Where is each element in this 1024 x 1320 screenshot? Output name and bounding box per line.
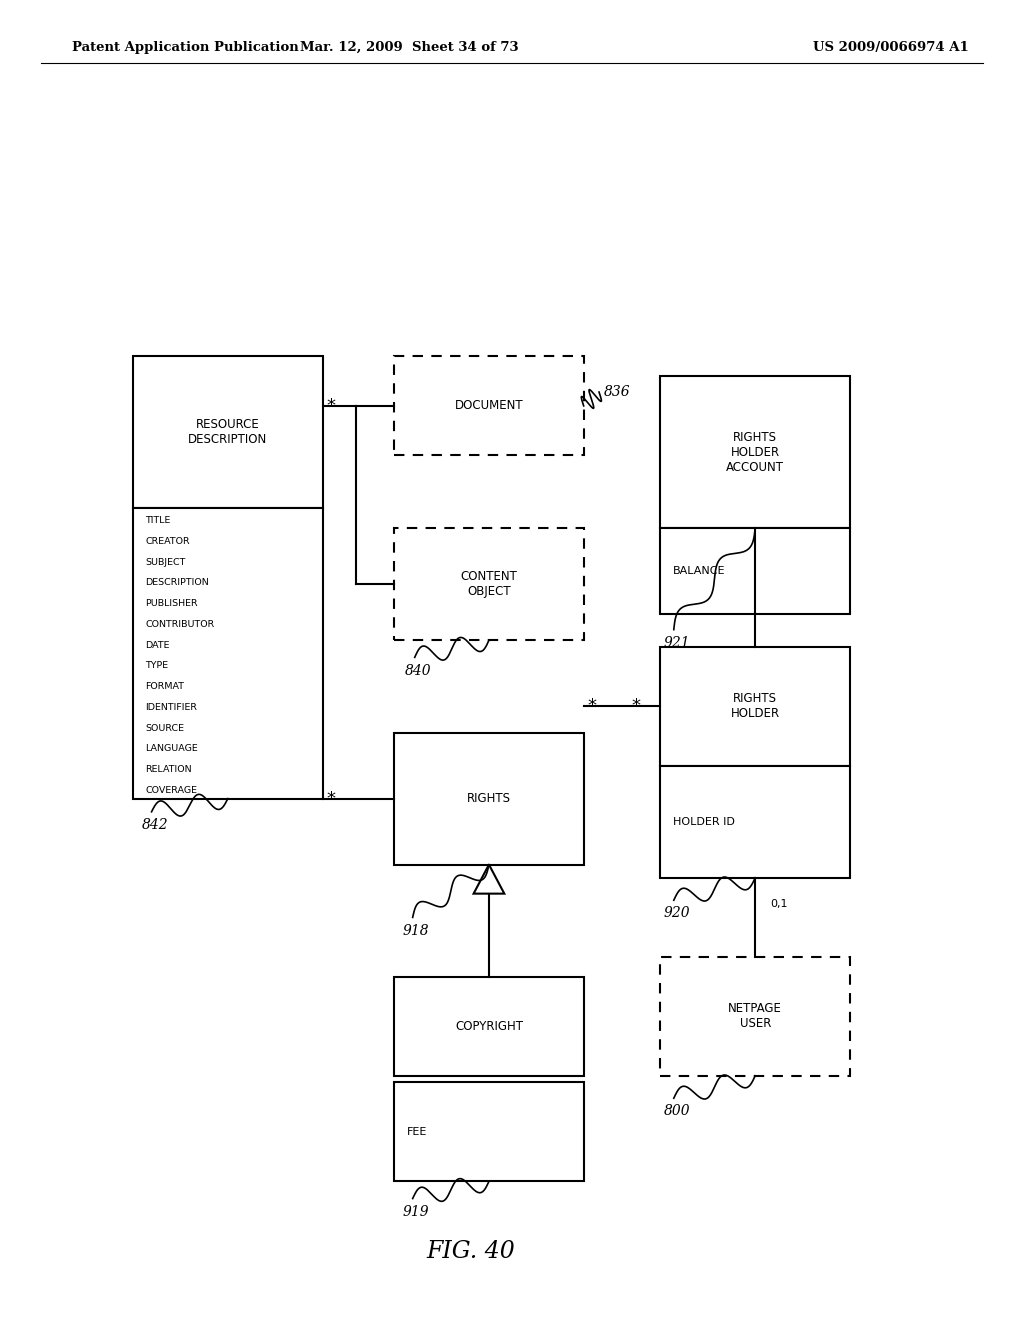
Text: PUBLISHER: PUBLISHER bbox=[145, 599, 198, 609]
Text: LANGUAGE: LANGUAGE bbox=[145, 744, 199, 754]
Text: CONTENT
OBJECT: CONTENT OBJECT bbox=[461, 570, 517, 598]
Text: 842: 842 bbox=[141, 818, 168, 832]
Text: 836: 836 bbox=[604, 385, 631, 399]
Text: COPYRIGHT: COPYRIGHT bbox=[455, 1020, 523, 1032]
Text: 840: 840 bbox=[404, 664, 431, 677]
Text: RIGHTS
HOLDER
ACCOUNT: RIGHTS HOLDER ACCOUNT bbox=[726, 430, 784, 474]
Bar bbox=[394, 528, 584, 640]
Text: DOCUMENT: DOCUMENT bbox=[455, 400, 523, 412]
Bar bbox=[660, 647, 850, 766]
Text: DATE: DATE bbox=[145, 640, 170, 649]
Text: *: * bbox=[632, 697, 641, 715]
Text: RIGHTS: RIGHTS bbox=[467, 792, 511, 805]
Bar bbox=[394, 356, 584, 455]
Text: CONTRIBUTOR: CONTRIBUTOR bbox=[145, 620, 215, 628]
Text: *: * bbox=[588, 697, 597, 715]
Text: NETPAGE
USER: NETPAGE USER bbox=[728, 1002, 782, 1031]
Text: CREATOR: CREATOR bbox=[145, 537, 190, 546]
Bar bbox=[394, 977, 584, 1076]
Bar bbox=[660, 766, 850, 878]
Text: 0,1: 0,1 bbox=[771, 899, 788, 909]
Text: *: * bbox=[327, 789, 336, 808]
Text: 919: 919 bbox=[402, 1205, 429, 1218]
Bar bbox=[394, 733, 584, 865]
Text: TITLE: TITLE bbox=[145, 516, 171, 525]
Bar bbox=[660, 957, 850, 1076]
Bar bbox=[133, 356, 323, 508]
Text: DESCRIPTION: DESCRIPTION bbox=[145, 578, 209, 587]
Text: RELATION: RELATION bbox=[145, 766, 193, 774]
Text: BALANCE: BALANCE bbox=[673, 566, 725, 576]
Text: SUBJECT: SUBJECT bbox=[145, 557, 185, 566]
Text: Patent Application Publication: Patent Application Publication bbox=[72, 41, 298, 54]
Text: FORMAT: FORMAT bbox=[145, 682, 184, 692]
Text: *: * bbox=[327, 397, 336, 414]
Text: US 2009/0066974 A1: US 2009/0066974 A1 bbox=[813, 41, 969, 54]
Bar bbox=[133, 508, 323, 799]
Bar bbox=[660, 528, 850, 614]
Bar bbox=[394, 1082, 584, 1181]
Text: FEE: FEE bbox=[407, 1127, 427, 1137]
Text: Mar. 12, 2009  Sheet 34 of 73: Mar. 12, 2009 Sheet 34 of 73 bbox=[300, 41, 519, 54]
Text: COVERAGE: COVERAGE bbox=[145, 785, 198, 795]
Text: RESOURCE
DESCRIPTION: RESOURCE DESCRIPTION bbox=[188, 418, 267, 446]
Text: 918: 918 bbox=[402, 924, 429, 937]
Bar bbox=[660, 376, 850, 528]
Text: 800: 800 bbox=[664, 1105, 690, 1118]
Text: 920: 920 bbox=[664, 907, 690, 920]
Text: IDENTIFIER: IDENTIFIER bbox=[145, 702, 198, 711]
Text: RIGHTS
HOLDER: RIGHTS HOLDER bbox=[731, 692, 779, 721]
Text: FIG. 40: FIG. 40 bbox=[427, 1239, 515, 1263]
Text: 921: 921 bbox=[664, 636, 690, 649]
Text: HOLDER ID: HOLDER ID bbox=[673, 817, 734, 826]
Text: SOURCE: SOURCE bbox=[145, 723, 184, 733]
Text: TYPE: TYPE bbox=[145, 661, 169, 671]
